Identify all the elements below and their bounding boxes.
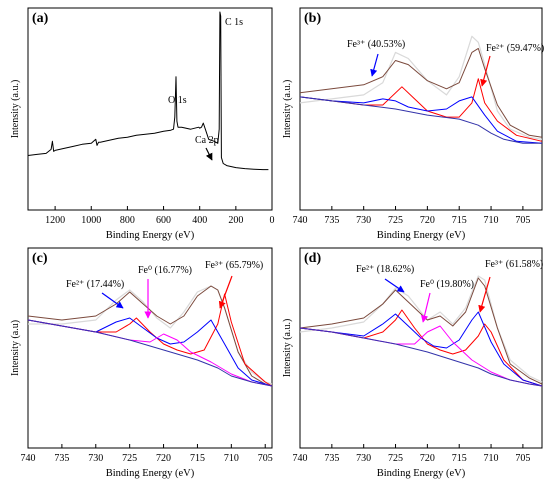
x-tick-label: 720 [420,215,435,226]
chart-panel-c: 740 735 730 725 720 715 710 705 Binding Energy (… [10,247,273,479]
x-tick-label: 800 [120,215,135,226]
x-tick-label: 200 [228,215,243,226]
x-tick-label: 600 [156,215,171,226]
x-axis-label: Binding Energy (eV) [377,468,466,479]
x-tick-label: 725 [388,215,403,226]
series-line-3 [299,309,543,387]
annotation-arrow [384,278,405,293]
series-line-1 [299,275,543,383]
series-line-5 [27,319,273,387]
x-tick-label: 735 [324,215,339,226]
annotation-arrow [480,55,491,87]
y-axis-label: Intensity (a.u.) [10,80,21,139]
panel-label: (a) [32,11,49,26]
x-tick-label: 715 [452,453,467,464]
annotation-arrow [370,53,379,77]
x-tick-label: 740 [293,215,308,226]
peak-annotation: Fe²⁺ (59.47%) [486,43,544,54]
x-tick-label: 730 [88,453,103,464]
peak-annotation: Fe²⁺ (17.44%) [66,279,124,290]
peak-annotation: O 1s [168,95,187,106]
series-line-6 [27,319,273,387]
series-line-6 [299,327,543,387]
x-tick-label: 725 [388,453,403,464]
x-tick-label: 735 [324,453,339,464]
x-axis-label: Binding Energy (eV) [106,468,195,479]
x-tick-label: 730 [356,453,371,464]
annotation-arrow [421,292,431,323]
peak-annotation: Fe³⁺ (65.79%) [205,260,263,271]
x-tick-label: 715 [190,453,205,464]
series-line-2 [27,285,273,387]
peak-annotation: Ca 2p [195,135,219,146]
peak-annotation: Fe⁰ (16.77%) [138,265,192,276]
chart-panel-d: 740 735 730 725 720 715 710 705 Binding Energy (… [282,247,543,479]
x-tick-label: 725 [122,453,137,464]
chart-panel-b: 740 735 730 725 720 715 710 705 Binding Energy (… [282,7,544,241]
y-axis-label: Intensity (a.u.) [282,319,293,378]
x-tick-label: 730 [356,215,371,226]
series-line-1 [28,285,273,385]
x-tick-label: 710 [224,453,239,464]
x-tick-label: 720 [420,453,435,464]
plot-frame [27,7,273,211]
series-line-3 [27,293,273,387]
plot-frame [299,247,543,449]
y-axis-label: Intensity (a.u.) [282,80,293,139]
peak-annotation: Fe³⁺ (40.53%) [347,39,405,50]
plot-frame [299,7,543,211]
series-line-5 [299,325,543,387]
x-tick-label: 710 [484,215,499,226]
series-line-1 [27,11,269,171]
series-line-5 [299,96,542,144]
x-tick-label: 740 [21,453,36,464]
panel-label: (c) [32,251,48,266]
x-tick-label: 735 [54,453,69,464]
x-axis-label: Binding Energy (eV) [377,230,466,241]
x-tick-label: 705 [515,453,530,464]
series-line-2 [299,277,543,385]
peak-annotation: Fe⁰ (19.80%) [420,279,474,290]
panel-label: (d) [304,251,321,266]
peak-annotation: C 1s [225,17,243,28]
peak-annotation: Fe²⁺ (18.62%) [356,264,414,275]
peak-annotation: Fe³⁺ (61.58%) [485,259,543,270]
x-tick-label: 740 [293,453,308,464]
chart-panel-a: 1200 1000 800 600 400 200 0 Binding Energy (eV)… [10,7,275,241]
x-tick-label: 705 [258,453,273,464]
annotation-arrow [478,276,491,313]
annotation-arrow [205,147,213,161]
x-tick-label: 705 [515,215,530,226]
annotation-arrow [218,275,233,309]
x-axis-label: Binding Energy (eV) [106,230,195,241]
series-line-4 [299,311,543,387]
panel-label: (b) [304,11,321,26]
x-tick-label: 715 [452,215,467,226]
y-axis-label: Intensity (a.u) [10,320,21,376]
x-tick-label: 0 [270,215,275,226]
series-line-4 [299,96,543,144]
series-line-2 [299,47,543,138]
x-tick-label: 400 [192,215,207,226]
series-line-4 [27,317,273,387]
x-tick-label: 720 [156,453,171,464]
x-tick-label: 710 [484,453,499,464]
x-tick-label: 1000 [81,215,101,226]
annotation-arrow [101,292,124,309]
x-tick-label: 1200 [45,215,65,226]
plot-frame [27,247,273,449]
